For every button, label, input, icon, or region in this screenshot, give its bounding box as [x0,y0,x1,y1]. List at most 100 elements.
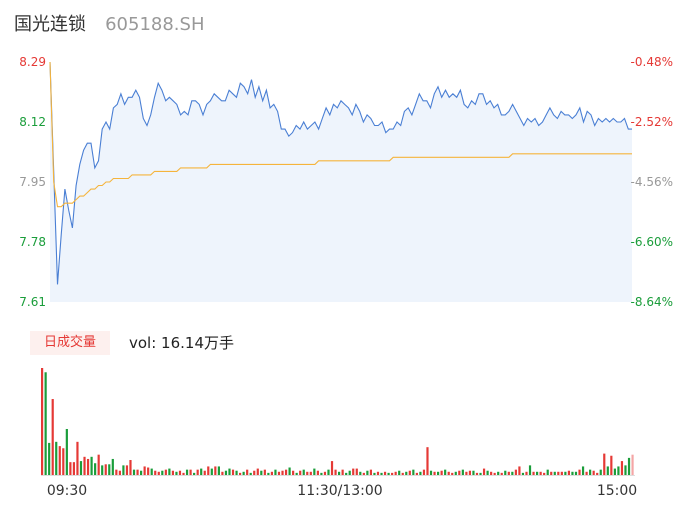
volume-bar [401,472,404,475]
x-tick-label: 11:30/13:00 [297,483,382,499]
volume-bar [69,462,72,475]
volume-bar [504,470,507,475]
volume-bar [465,471,468,475]
volume-bar [398,470,401,475]
volume-bar [560,471,563,475]
volume-bar [281,470,284,475]
volume-bar [475,472,479,475]
volume-bar [366,470,369,475]
volume-bar [200,468,203,475]
volume-bar [164,469,167,475]
volume-bar [447,471,450,475]
x-tick-label: 09:30 [47,483,87,499]
volume-bar [391,472,394,475]
volume-bar [207,466,210,475]
volume-bar [284,469,288,475]
volume-bar [44,372,47,475]
volume-bar [330,461,334,475]
price-series-line [49,61,632,285]
volume-readout: vol: 16.14万手 [129,334,234,352]
y-tick-label-right: -8.64% [631,295,673,309]
volume-bar [486,470,489,475]
volume-bar [341,469,344,475]
stock-header: 国光连锁 605188.SH [14,10,205,36]
volume-bar [532,471,535,475]
stock-code: 605188.SH [105,14,205,35]
volume-bar [585,471,588,475]
volume-bar [521,472,525,475]
volume-bar [140,470,143,475]
volume-bar [461,469,464,475]
price-area-fill [50,62,632,302]
volume-bar [292,470,295,475]
volume-bar [48,442,51,475]
volume-bar [490,471,493,475]
volume-bar [249,472,252,475]
volume-bar [362,472,365,475]
volume-bar [161,470,164,475]
volume-bar [345,472,348,475]
volume-bar [189,469,192,475]
volume-bar [299,470,302,475]
volume-bar [546,469,549,475]
volume-bar [175,471,178,475]
daily-volume-tab[interactable]: 日成交量 [30,331,110,355]
volume-bar [157,471,160,475]
volume-bar [108,464,111,475]
volume-bar [603,453,606,475]
volume-bar [97,454,100,475]
volume-bar [426,447,429,475]
volume-bar [482,468,486,475]
volume-bar [567,470,571,475]
volume-bar [221,471,224,475]
volume-bar [231,469,235,475]
volume-bar [72,462,76,475]
volume-bar [203,470,206,475]
volume-bar [260,470,263,475]
volume-bar [239,472,242,475]
volume-bar [352,468,355,475]
volume-bar [143,466,146,475]
volume-bar [309,471,312,475]
volume-bar [497,471,500,475]
volume-bar [136,469,139,475]
volume-bar [224,470,228,475]
volume-bar [627,457,631,475]
y-tick-label-left: 7.78 [19,235,46,249]
volume-bar [376,471,380,475]
volume-bar [620,461,624,475]
volume-bar [242,471,245,475]
volume-bar [359,471,362,475]
volume-bar [610,455,613,475]
volume-bar [334,469,337,475]
volume-bar [323,471,327,475]
volume-bar [419,471,422,475]
volume-bar [493,472,496,475]
volume-bar [168,468,171,475]
average-price-line [49,61,632,208]
volume-bar [468,470,472,475]
volume-bar [394,471,397,475]
volume-bar [557,471,560,475]
volume-bar [355,468,358,475]
volume-bar [380,472,383,475]
volume-bar [574,471,578,475]
volume-bar [525,471,528,475]
volume-bar [550,471,553,475]
volume-bar [437,471,440,475]
volume-bar [210,468,213,475]
volume-bar [327,469,330,475]
volume-bar [196,469,199,475]
volume-bar [55,441,58,475]
volume-bar [511,471,514,475]
y-tick-label-right: -0.48% [631,55,673,69]
volume-bar [373,472,376,475]
volume-bar [472,470,475,475]
volume-bar [564,471,567,475]
y-tick-label-right: -6.60% [631,235,673,249]
volume-bar [86,458,90,475]
volume-bar [313,468,316,475]
volume-bar [193,472,196,475]
y-tick-label-right: -4.56% [631,175,673,189]
